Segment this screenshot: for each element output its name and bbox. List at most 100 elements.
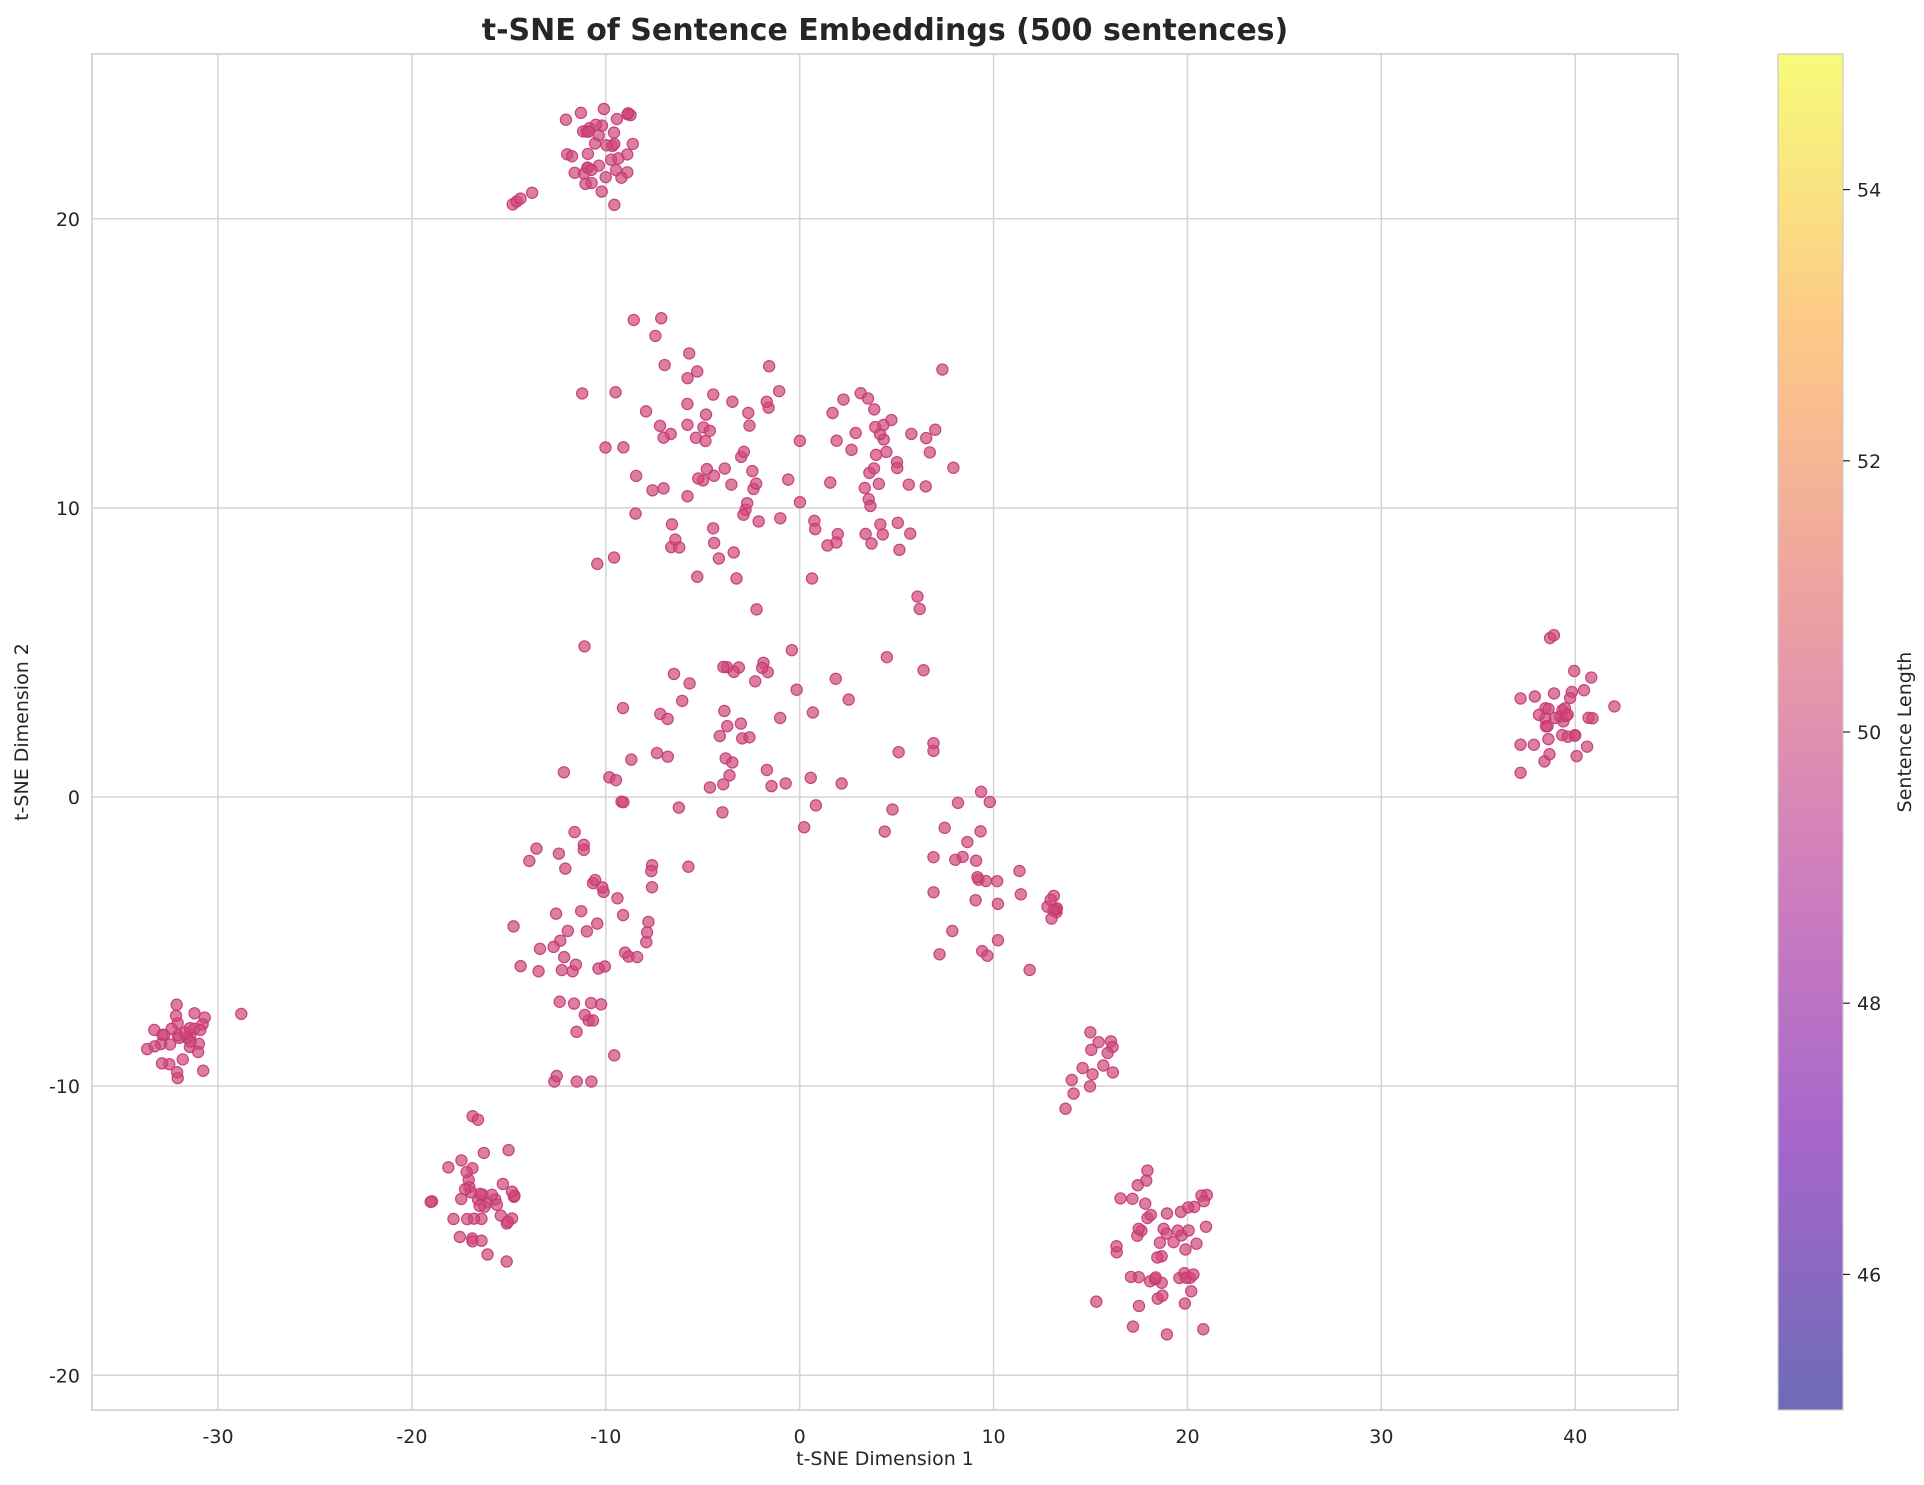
data-point [1568, 664, 1581, 678]
data-point [578, 640, 591, 653]
data-point [1156, 1289, 1169, 1302]
data-point [933, 948, 946, 961]
data-point [148, 1040, 161, 1053]
data-point [616, 701, 630, 715]
data-point [609, 386, 622, 399]
data-point [1139, 1197, 1152, 1210]
y-axis-label: t-SNE Dimension 2 [11, 643, 33, 821]
data-point [194, 1023, 207, 1037]
data-point [1106, 1066, 1120, 1079]
data-point [1141, 1164, 1154, 1177]
plot-frame [91, 53, 1679, 1411]
data-point [743, 419, 756, 432]
data-point [969, 854, 983, 867]
data-point [1542, 732, 1555, 746]
data-point [188, 1007, 201, 1020]
y-tick-label: -10 [49, 1076, 80, 1098]
data-point [681, 490, 694, 503]
data-point [1084, 1026, 1097, 1039]
data-point [565, 150, 579, 163]
data-point [797, 821, 811, 834]
data-point [567, 997, 581, 1010]
data-point [779, 777, 792, 790]
data-point [837, 393, 850, 406]
y-axis-ticks: -20 -10 0 10 20 [49, 209, 80, 1388]
data-point [627, 313, 640, 327]
data-point [893, 543, 906, 557]
data-point [578, 1008, 592, 1022]
data-point [1543, 748, 1556, 761]
data-point [904, 527, 917, 540]
data-point [639, 405, 653, 418]
data-point [891, 516, 905, 530]
colorbar-ticks: 46 48 50 52 54 [1843, 180, 1881, 1286]
data-point [772, 384, 786, 398]
grid-lines [92, 54, 1678, 1410]
data-point [707, 469, 721, 482]
data-point [176, 1053, 189, 1066]
data-point [661, 750, 675, 763]
data-point [559, 862, 572, 875]
data-point [868, 403, 881, 416]
data-point [762, 359, 776, 373]
data-point [559, 113, 573, 126]
data-point [645, 881, 659, 894]
data-point [170, 1066, 184, 1079]
data-point [514, 959, 527, 973]
data-point [974, 785, 988, 799]
data-point [1184, 1285, 1198, 1298]
data-point [990, 874, 1004, 888]
data-point [861, 392, 875, 405]
data-point [485, 1188, 499, 1202]
data-point [490, 1198, 504, 1211]
data-point [569, 958, 583, 971]
data-point [645, 864, 658, 878]
data-point [877, 418, 890, 432]
data-point [749, 675, 762, 688]
data-point [737, 445, 751, 459]
data-point [752, 515, 765, 528]
data-point [617, 441, 630, 454]
data-point [608, 1049, 621, 1062]
data-point [1076, 1061, 1089, 1075]
data-point [1045, 912, 1058, 925]
data-point [929, 423, 942, 436]
data-point [170, 998, 183, 1011]
data-point [612, 152, 625, 165]
data-point [1065, 1073, 1078, 1087]
data-point [703, 781, 717, 794]
data-point [467, 1212, 481, 1225]
data-point [500, 1255, 513, 1268]
data-point [1132, 1299, 1146, 1313]
data-point [750, 603, 763, 616]
data-point [507, 920, 520, 933]
data-point [1014, 888, 1028, 901]
data-point [737, 508, 750, 521]
data-point [681, 418, 694, 431]
data-point [781, 473, 795, 486]
data-point [533, 942, 547, 956]
data-point [919, 480, 932, 493]
data-point [607, 126, 621, 139]
data-point [713, 729, 727, 743]
data-point [1182, 1224, 1195, 1237]
data-point [721, 719, 734, 733]
data-point [891, 461, 904, 475]
data-point [584, 996, 598, 1010]
data-point [682, 860, 695, 873]
data-point [730, 572, 743, 585]
data-point [716, 806, 729, 819]
data-point [471, 1113, 485, 1126]
data-point [1514, 692, 1527, 705]
data-point [718, 704, 731, 718]
data-point [1153, 1236, 1167, 1249]
data-point [625, 753, 638, 766]
data-point [1187, 1268, 1200, 1281]
data-point [913, 602, 926, 616]
chart-title: t-SNE of Sentence Embeddings (500 senten… [482, 13, 1289, 48]
data-point [1199, 1220, 1213, 1233]
data-point [902, 478, 915, 491]
data-point [530, 842, 543, 855]
data-point [1110, 1240, 1123, 1253]
